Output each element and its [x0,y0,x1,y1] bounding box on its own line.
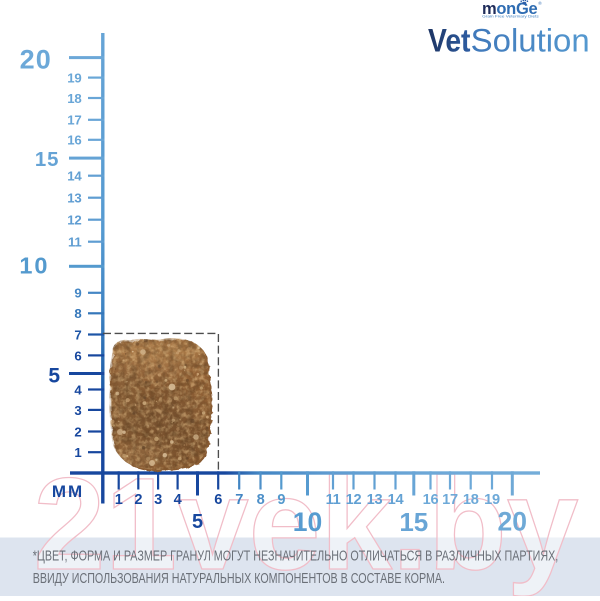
svg-text:4: 4 [74,382,82,397]
svg-text:14: 14 [67,169,82,184]
svg-text:3: 3 [154,492,162,508]
svg-text:1: 1 [74,445,81,460]
svg-text:ВВИДУ ИСПОЛЬЗОВАНИЯ НАТУРАЛЬНЫ: ВВИДУ ИСПОЛЬЗОВАНИЯ НАТУРАЛЬНЫХ КОМПОНЕН… [33,571,445,587]
svg-text:6: 6 [214,492,222,508]
svg-text:14: 14 [388,492,405,508]
svg-text:2: 2 [134,492,142,508]
svg-text:7: 7 [74,327,81,342]
svg-text:11: 11 [326,492,341,508]
svg-text:1: 1 [115,492,123,508]
svg-text:17: 17 [67,113,81,128]
svg-text:15: 15 [399,507,428,537]
svg-text:3: 3 [74,403,81,418]
svg-text:12: 12 [67,213,81,228]
svg-text:Vet: Vet [428,23,471,59]
svg-text:monGe: monGe [482,0,537,18]
svg-text:15: 15 [35,149,60,171]
svg-text:16: 16 [67,133,81,148]
svg-text:19: 19 [484,492,500,508]
svg-text:19: 19 [67,71,81,86]
svg-text:20: 20 [498,507,527,537]
svg-text:18: 18 [67,91,81,106]
svg-text:4: 4 [174,492,183,508]
svg-text:®: ® [538,0,542,6]
svg-text:Solution: Solution [471,23,590,59]
svg-text:5: 5 [192,511,203,533]
svg-text:13: 13 [367,492,383,508]
svg-text:10: 10 [19,253,49,279]
svg-text:8: 8 [257,492,265,508]
svg-text:7: 7 [235,492,243,508]
svg-text:20: 20 [20,45,52,75]
svg-text:*ЦВЕТ, ФОРМА И РАЗМЕР ГРАНУЛ М: *ЦВЕТ, ФОРМА И РАЗМЕР ГРАНУЛ МОГУТ НЕЗНА… [33,549,559,565]
svg-text:5: 5 [48,365,60,388]
svg-text:9: 9 [74,286,81,301]
svg-text:Grain Free Veterinary Diets: Grain Free Veterinary Diets [482,14,539,18]
svg-text:2: 2 [74,424,81,439]
svg-text:6: 6 [74,348,81,363]
svg-text:8: 8 [74,306,81,321]
svg-text:9: 9 [277,492,285,508]
svg-text:ММ: ММ [52,482,84,501]
svg-text:13: 13 [67,191,81,206]
svg-text:18: 18 [463,492,479,508]
svg-text:11: 11 [68,235,82,250]
svg-text:10: 10 [293,507,322,537]
svg-text:12: 12 [346,492,362,508]
svg-text:17: 17 [442,492,458,508]
svg-text:16: 16 [423,492,439,508]
